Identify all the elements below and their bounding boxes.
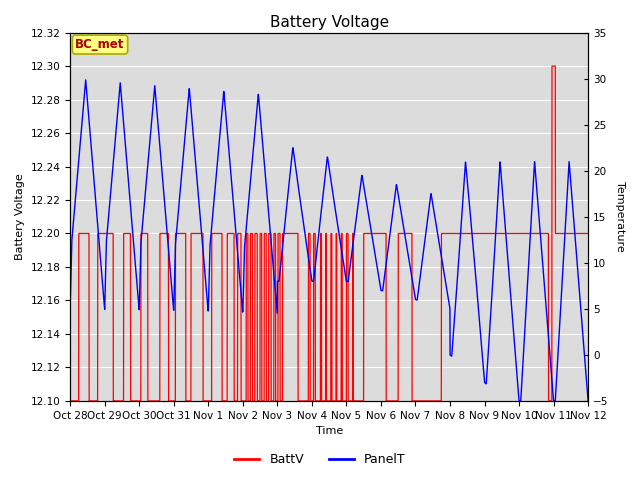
Line: BattV: BattV — [70, 66, 588, 401]
BattV — [548, 63, 556, 69]
BattV — [574, 230, 582, 236]
PanelT — [518, 369, 526, 374]
PanelT — [82, 77, 90, 83]
X-axis label: Time: Time — [316, 426, 343, 436]
BattV — [518, 230, 526, 236]
BattV — [265, 230, 273, 236]
Legend: BattV, PanelT: BattV, PanelT — [229, 448, 411, 471]
PanelT — [287, 158, 295, 164]
BattV — [584, 230, 592, 236]
BattV — [125, 230, 133, 236]
Y-axis label: Battery Voltage: Battery Voltage — [15, 173, 25, 260]
BattV — [156, 230, 164, 236]
PanelT — [515, 398, 523, 404]
PanelT — [125, 190, 133, 196]
BattV — [67, 398, 74, 404]
BattV — [287, 230, 295, 236]
Text: BC_met: BC_met — [76, 38, 125, 51]
PanelT — [584, 398, 592, 404]
PanelT — [67, 306, 74, 312]
PanelT — [575, 274, 582, 280]
Title: Battery Voltage: Battery Voltage — [269, 15, 388, 30]
PanelT — [156, 147, 164, 153]
PanelT — [265, 214, 273, 220]
Y-axis label: Temperature: Temperature — [615, 181, 625, 252]
Line: PanelT: PanelT — [70, 80, 588, 401]
